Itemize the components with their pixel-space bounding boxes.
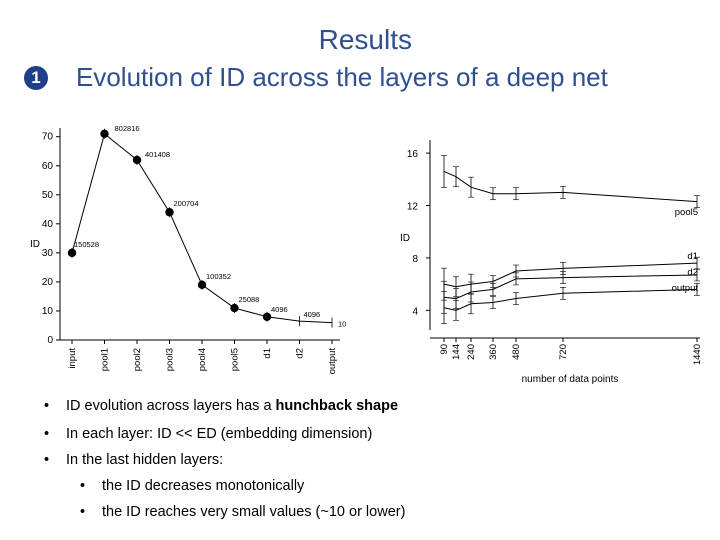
left-data-point bbox=[262, 312, 272, 321]
bullet-marker: • bbox=[44, 426, 50, 442]
section-number-badge: 1 bbox=[24, 65, 48, 90]
left-y-tick-label: 0 bbox=[47, 335, 53, 346]
right-series-label: pool5 bbox=[675, 207, 698, 218]
right-x-tick-label: 1440 bbox=[692, 344, 703, 365]
bullet-text: ID evolution across layers has a hunchba… bbox=[66, 398, 399, 414]
left-point-label: 25088 bbox=[239, 295, 260, 304]
right-x-tick-label: 360 bbox=[488, 344, 499, 360]
left-point-label: 802816 bbox=[115, 124, 140, 133]
left-y-tick-label: 40 bbox=[42, 219, 54, 230]
right-series-label: d1 bbox=[687, 251, 698, 262]
right-x-tick-label: 90 bbox=[439, 344, 450, 355]
right-y-tick-label: 8 bbox=[412, 254, 418, 265]
right-x-tick-label: 240 bbox=[466, 344, 477, 360]
right-series-label: output bbox=[672, 283, 699, 294]
left-point-label: 10 bbox=[338, 320, 346, 329]
right-series-line bbox=[443, 274, 698, 300]
bullet-marker: • bbox=[44, 452, 50, 468]
left-x-tick-label: input bbox=[67, 348, 78, 369]
bullet-text: the ID reaches very small values (~10 or… bbox=[102, 504, 406, 520]
left-y-axis-label: ID bbox=[30, 239, 40, 250]
left-y-tick-label: 20 bbox=[42, 277, 54, 288]
left-point-label: 4096 bbox=[304, 310, 321, 319]
left-point-label: 4096 bbox=[271, 305, 288, 314]
page-title: Results bbox=[318, 24, 412, 55]
left-x-tick-label: pool4 bbox=[197, 348, 208, 371]
left-data-point bbox=[132, 155, 142, 165]
left-x-tick-label: pool2 bbox=[132, 348, 143, 371]
bullet-text: In each layer: ID << ED (embedding dimen… bbox=[66, 426, 373, 442]
right-x-tick-label: 144 bbox=[451, 344, 462, 360]
left-y-tick-label: 30 bbox=[42, 248, 54, 259]
bullet-text: the ID decreases monotonically bbox=[102, 478, 305, 494]
bullet-marker: • bbox=[80, 478, 86, 494]
left-y-tick-label: 70 bbox=[42, 132, 54, 143]
right-y-tick-label: 16 bbox=[407, 149, 419, 160]
left-x-tick-label: pool3 bbox=[165, 348, 176, 371]
right-y-tick-label: 12 bbox=[407, 202, 419, 213]
left-series-line bbox=[71, 132, 333, 324]
right-y-axis-label: ID bbox=[400, 233, 410, 244]
left-data-point bbox=[67, 248, 77, 258]
section-subtitle: Evolution of ID across the layers of a d… bbox=[76, 62, 608, 92]
right-series-label: d2 bbox=[687, 267, 698, 278]
left-x-tick-label: pool5 bbox=[230, 348, 241, 371]
left-point-label: 150528 bbox=[74, 240, 99, 249]
left-data-point bbox=[100, 129, 109, 139]
right-series-line bbox=[443, 262, 698, 288]
left-data-point bbox=[230, 303, 239, 313]
left-y-tick-label: 60 bbox=[42, 161, 54, 172]
left-point-label: 100352 bbox=[206, 272, 231, 281]
right-x-tick-label: 720 bbox=[558, 344, 569, 360]
left-data-point bbox=[165, 208, 174, 217]
left-x-tick-label: pool1 bbox=[100, 348, 111, 371]
right-y-tick-label: 4 bbox=[412, 306, 418, 317]
left-x-tick-label: d2 bbox=[295, 348, 306, 359]
left-point-label: 200704 bbox=[174, 199, 199, 208]
left-data-point bbox=[197, 280, 207, 290]
left-x-tick-label: output bbox=[327, 348, 338, 375]
bullet-marker: • bbox=[80, 504, 86, 520]
right-x-tick-label: 480 bbox=[511, 344, 522, 360]
right-series-line bbox=[443, 288, 698, 311]
bullet-text: In the last hidden layers: bbox=[66, 452, 224, 468]
left-y-tick-label: 50 bbox=[42, 190, 54, 201]
id-charts: 0 10 20 30 40 50 60 70 ID input pool1 pool2 pool3 poo… bbox=[30, 124, 703, 385]
section-heading: 1 Evolution of ID across the layers of a… bbox=[24, 62, 608, 93]
left-y-tick-label: 10 bbox=[42, 306, 54, 317]
right-series-line bbox=[443, 170, 698, 203]
left-x-tick-label: d1 bbox=[262, 348, 273, 359]
left-point-label: 401408 bbox=[145, 150, 170, 159]
right-x-axis-label: number of data points bbox=[522, 374, 619, 385]
bullet-emphasis: hunchback shape bbox=[275, 398, 399, 414]
bullet-marker: • bbox=[44, 398, 50, 414]
